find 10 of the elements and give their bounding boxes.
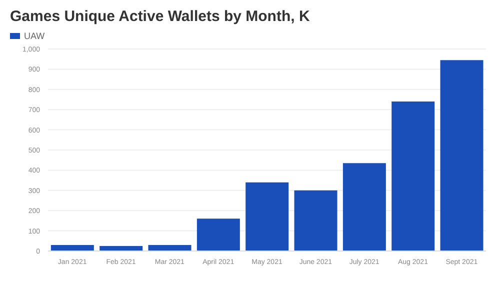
bar <box>50 244 94 251</box>
bar <box>246 182 289 251</box>
chart-title: Games Unique Active Wallets by Month, K <box>10 8 311 25</box>
bar <box>342 163 386 251</box>
bar <box>392 102 435 251</box>
legend-label: UAW <box>23 31 45 41</box>
bar <box>440 60 484 251</box>
bar <box>196 218 240 251</box>
bar <box>294 190 338 251</box>
bar <box>148 244 192 251</box>
